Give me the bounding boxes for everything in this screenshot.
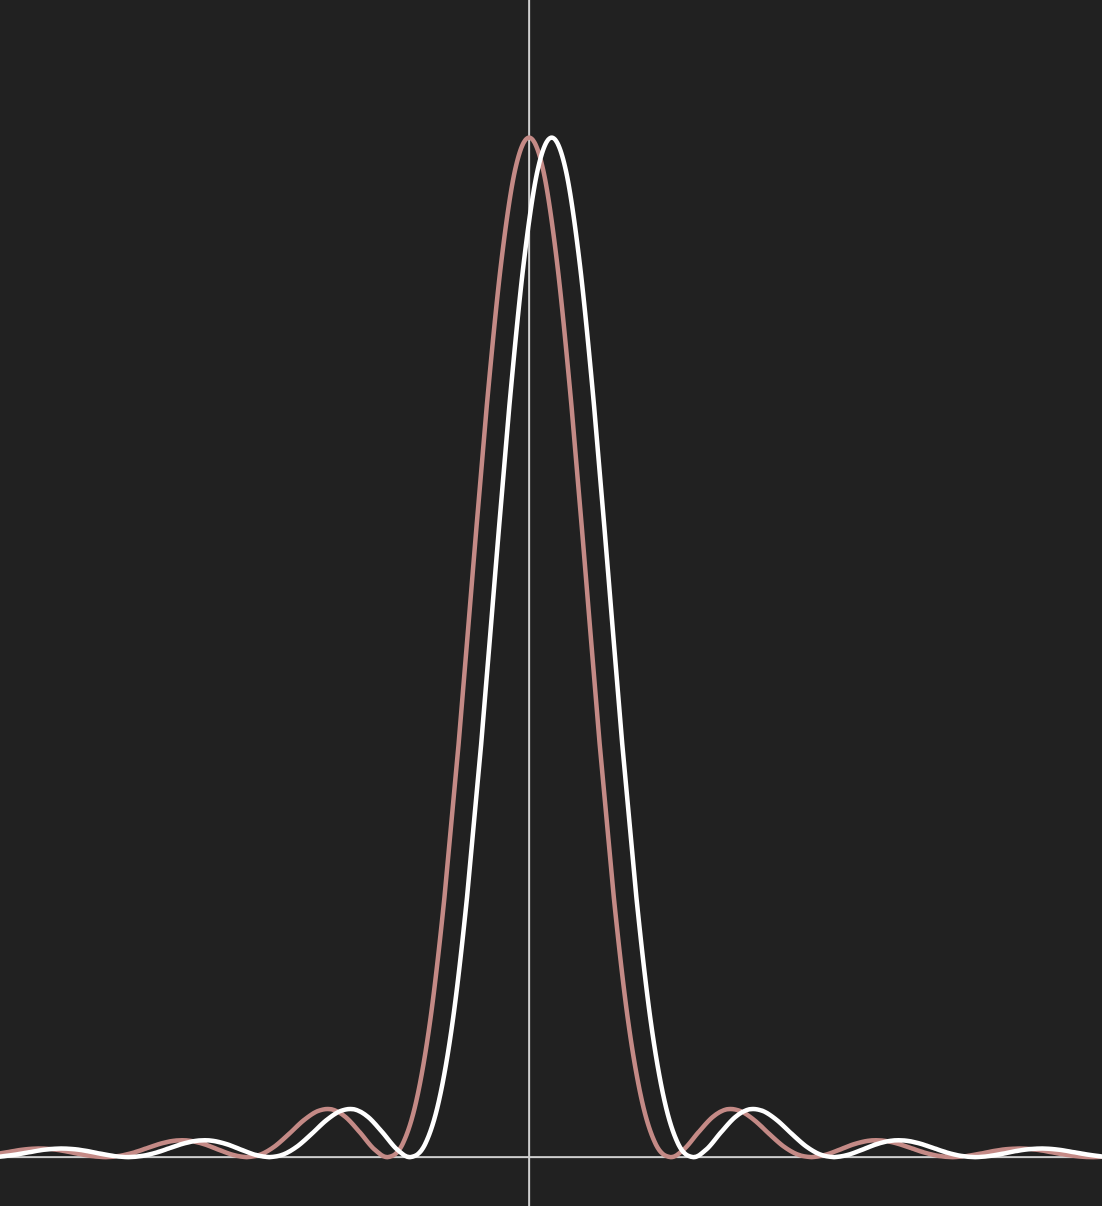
- line-series: [0, 135, 1102, 1160]
